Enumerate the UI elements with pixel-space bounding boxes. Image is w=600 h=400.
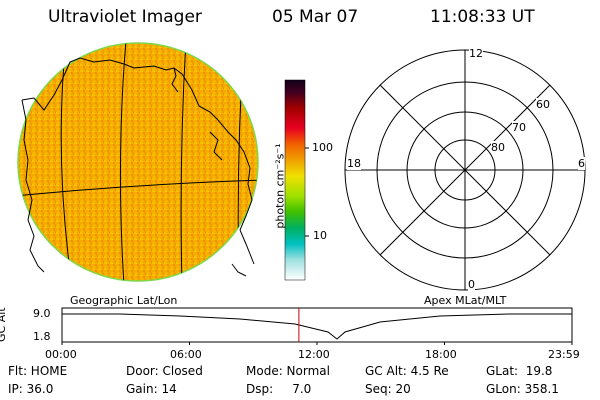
mlt-label-0: 0 bbox=[468, 278, 475, 291]
timeline-xtick-1800: 18:00 bbox=[425, 348, 457, 361]
coastlines bbox=[21, 57, 255, 277]
status-mode: Mode: Normal bbox=[246, 364, 330, 378]
altitude-timeline bbox=[61, 307, 573, 345]
date-display: 05 Mar 07 bbox=[272, 7, 359, 27]
mlt-label-12: 12 bbox=[469, 47, 483, 60]
status-door: Door: Closed bbox=[126, 364, 203, 378]
colorbar-unit-label: photon cm⁻²s⁻¹ bbox=[273, 143, 287, 229]
timeline-xtick-1200: 12:00 bbox=[298, 348, 330, 361]
mlat-label-60: 60 bbox=[536, 98, 550, 111]
status-glat: GLat: 19.8 bbox=[486, 364, 553, 378]
colorbar bbox=[284, 79, 309, 281]
app-title: Ultraviolet Imager bbox=[48, 7, 202, 27]
geo-image bbox=[17, 42, 259, 282]
timeline-ytick-max: 9.0 bbox=[33, 307, 51, 320]
geo-caption: Geographic Lat/Lon bbox=[70, 294, 178, 307]
status-gain: Gain: 14 bbox=[126, 382, 177, 396]
status-gc-alt: GC Alt: 4.5 Re bbox=[365, 364, 449, 378]
mlt-label-6: 6 bbox=[578, 157, 585, 170]
timeline-xtick-2359: 23:59 bbox=[548, 348, 580, 361]
mlat-label-80: 80 bbox=[491, 141, 505, 154]
timeline-ylabel: GC Alt bbox=[0, 307, 8, 342]
timeline-xtick-0600: 06:00 bbox=[170, 348, 202, 361]
mlat-label-70: 70 bbox=[512, 121, 526, 134]
time-display: 11:08:33 UT bbox=[430, 7, 535, 27]
timeline-xtick-0000: 00:00 bbox=[45, 348, 77, 361]
polar-caption: Apex MLat/MLT bbox=[424, 294, 507, 307]
uv-disk bbox=[17, 42, 259, 282]
altitude-curve bbox=[62, 313, 572, 340]
status-seq: Seq: 20 bbox=[365, 382, 411, 396]
colorbar-tick-10: 10 bbox=[313, 229, 327, 242]
status-flt: Flt: HOME bbox=[8, 364, 68, 378]
polar-plot bbox=[344, 49, 586, 291]
status-glon: GLon: 358.1 bbox=[486, 382, 559, 396]
mlt-label-18: 18 bbox=[347, 157, 361, 170]
colorbar-tick-100: 100 bbox=[312, 141, 333, 154]
timeline-ytick-min: 1.8 bbox=[33, 330, 51, 343]
status-ip: IP: 36.0 bbox=[8, 382, 54, 396]
status-dsp: Dsp: 7.0 bbox=[246, 382, 312, 396]
